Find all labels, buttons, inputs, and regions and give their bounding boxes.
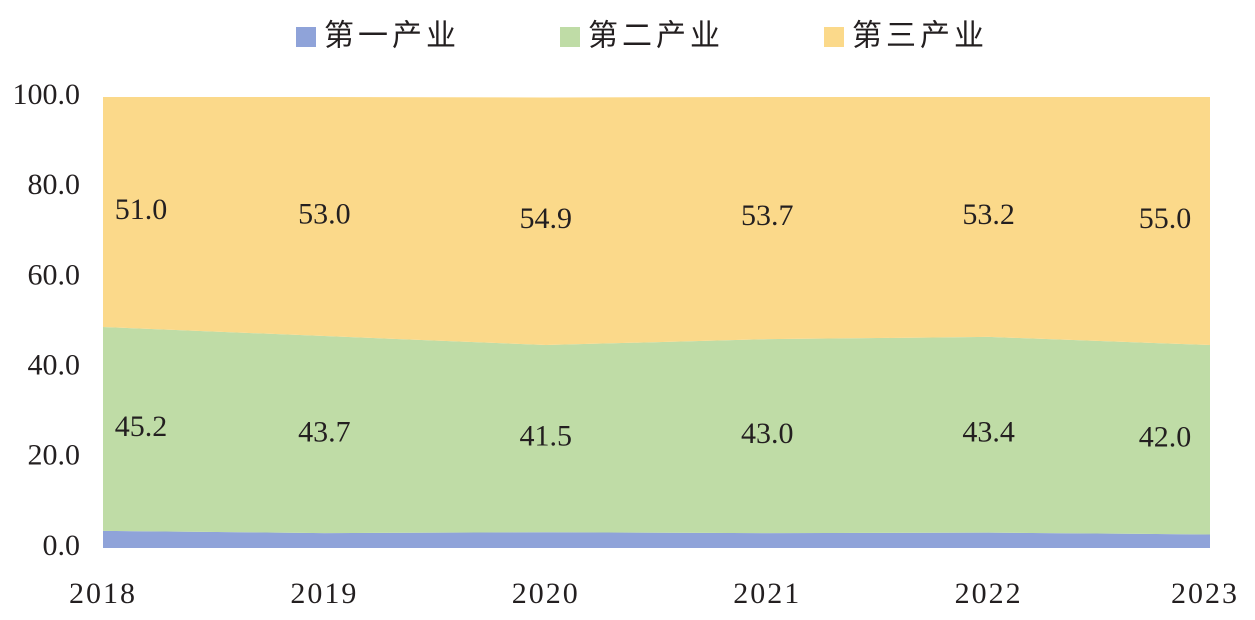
data-label: 43.4: [962, 416, 1015, 449]
legend-swatch: [296, 27, 316, 47]
data-label: 53.7: [741, 199, 794, 232]
legend-swatch: [824, 27, 844, 47]
data-label: 51.0: [115, 193, 168, 226]
data-label: 53.0: [298, 197, 351, 230]
y-tick-label: 60.0: [28, 258, 81, 291]
area-band: [103, 97, 1210, 346]
data-label: 54.9: [520, 202, 573, 235]
legend-label: 第一产业: [324, 19, 460, 54]
area-band: [103, 327, 1210, 535]
data-label: 42.0: [1139, 421, 1192, 454]
data-label: 53.2: [962, 198, 1015, 231]
y-tick-label: 80.0: [28, 168, 81, 201]
legend-label: 第二产业: [588, 19, 724, 54]
x-tick-label: 2020: [512, 577, 580, 610]
y-tick-label: 20.0: [28, 439, 81, 472]
y-tick-label: 40.0: [28, 348, 81, 381]
y-tick-label: 100.0: [13, 78, 81, 111]
x-tick-label: 2021: [733, 577, 801, 610]
area-band: [103, 530, 1210, 548]
y-tick-label: 0.0: [43, 529, 81, 562]
x-tick-label: 2019: [290, 577, 358, 610]
data-label: 55.0: [1139, 202, 1192, 235]
legend-swatch: [560, 27, 580, 47]
data-label: 41.5: [520, 420, 573, 453]
legend-label: 第三产业: [852, 19, 988, 54]
data-label: 43.0: [741, 417, 794, 450]
data-label: 45.2: [115, 410, 168, 443]
x-tick-label: 2023: [1171, 577, 1239, 610]
x-tick-label: 2018: [69, 577, 137, 610]
x-tick-label: 2022: [955, 577, 1023, 610]
data-label: 43.7: [298, 415, 351, 448]
